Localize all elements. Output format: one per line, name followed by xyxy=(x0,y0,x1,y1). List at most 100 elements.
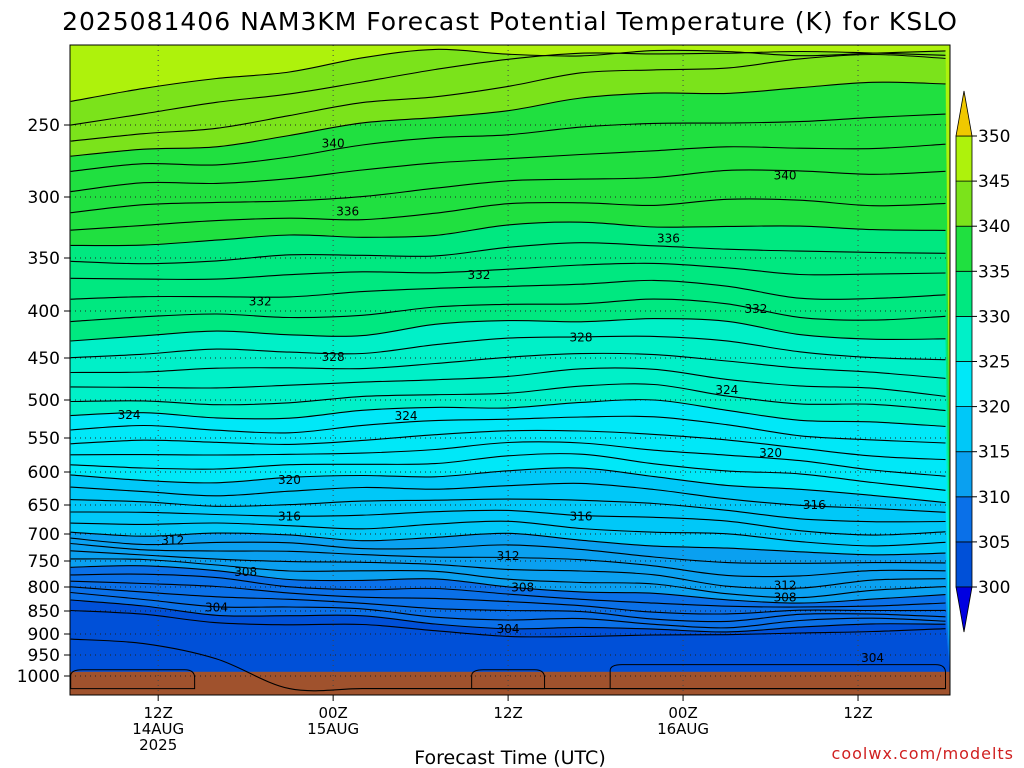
x-tick-label-0-line1: 12Z xyxy=(143,704,172,722)
contour-label-14: 316 xyxy=(278,510,301,524)
y-tick-label-600: 600 xyxy=(28,463,60,483)
colorbar-box-305 xyxy=(955,496,973,543)
contour-line-335 xyxy=(70,221,946,247)
contour-line-333 xyxy=(70,262,946,280)
contour-label-3: 340 xyxy=(774,168,797,182)
colorbar-label-330: 330 xyxy=(978,307,1010,327)
contour-label-10: 324 xyxy=(395,409,418,423)
contour-label-24: 304 xyxy=(497,622,520,636)
contour-label-11: 324 xyxy=(715,383,738,397)
y-tick-label-850: 850 xyxy=(28,602,60,622)
plot-frame xyxy=(69,44,951,696)
x-tick-label-3-line2: 16AUG xyxy=(657,720,709,738)
contour-label-20: 308 xyxy=(234,565,257,579)
contour-line-322 xyxy=(70,441,946,477)
contour-line-341 xyxy=(70,53,946,142)
x-tick-label-0-line2: 14AUG xyxy=(132,720,184,738)
contour-line-326 xyxy=(70,383,946,412)
low-pocket-line-0 xyxy=(70,669,196,690)
contour-line-337 xyxy=(70,169,946,214)
contour-labels: 340 336 336 340 332 332 332 328 328 324 324 324 320 3… xyxy=(118,137,884,665)
colorbar-box-335 xyxy=(955,225,973,272)
y-tick-label-400: 400 xyxy=(28,302,60,322)
contour-label-2: 336 xyxy=(657,231,680,245)
ground-fill xyxy=(70,671,950,695)
contour-label-9: 324 xyxy=(118,408,141,422)
contour-label-8: 328 xyxy=(570,330,593,344)
y-tick-label-1000: 1000 xyxy=(17,667,60,687)
contour-line-314 xyxy=(70,537,946,564)
contour-line-306 xyxy=(70,591,946,629)
contour-line-312 xyxy=(70,550,946,590)
contour-line-307 xyxy=(70,586,946,623)
contour-line-339 xyxy=(70,113,946,172)
colorbar: 300 305 310 315 320 325 330 335 340 345 350 xyxy=(955,90,1010,633)
colorbar-low-arrow xyxy=(955,586,973,633)
x-tick-label-1-line2: 15AUG xyxy=(307,720,359,738)
contour-label-25: 304 xyxy=(861,651,884,665)
x-tick-label-4-line1: 12Z xyxy=(843,704,872,722)
y-tick-label-800: 800 xyxy=(28,578,60,598)
contour-line-323 xyxy=(70,429,946,461)
contour-line-315 xyxy=(70,531,946,556)
contour-label-12: 320 xyxy=(278,473,301,487)
colorbar-box-300 xyxy=(955,541,973,588)
contour-line-311 xyxy=(70,558,946,599)
x-tick-label-3-line1: 00Z xyxy=(668,704,697,722)
colorbar-label-335: 335 xyxy=(978,262,1010,282)
contour-line-313 xyxy=(70,542,946,578)
y-tick-label-950: 950 xyxy=(28,646,60,666)
contour-line-327 xyxy=(70,367,946,397)
low-pocket-line-2 xyxy=(609,664,946,690)
contour-label-7: 328 xyxy=(322,350,345,364)
colorbar-label-325: 325 xyxy=(978,353,1010,373)
contour-label-15: 316 xyxy=(570,510,593,524)
contour-line-343 xyxy=(70,50,946,126)
colorbar-box-340 xyxy=(955,180,973,227)
contour-line-303 xyxy=(70,638,946,692)
contour-label-4: 332 xyxy=(249,294,272,308)
colorbar-high-arrow xyxy=(955,90,973,137)
colorbar-box-320 xyxy=(955,361,973,407)
colorbar-label-315: 315 xyxy=(978,443,1010,463)
contour-label-1: 336 xyxy=(336,205,359,219)
colorbar-box-310 xyxy=(955,451,973,498)
colorbar-label-350: 350 xyxy=(978,127,1010,147)
contour-line-329 xyxy=(70,335,946,361)
contour-label-23: 304 xyxy=(205,601,228,615)
contour-label-5: 332 xyxy=(467,268,490,282)
contour-lines xyxy=(70,48,946,692)
contour-line-318 xyxy=(70,498,946,523)
y-tick-label-750: 750 xyxy=(28,552,60,572)
x-tick-label-2-line1: 12Z xyxy=(493,704,522,722)
contour-line-332 xyxy=(70,279,946,300)
y-tick-label-350: 350 xyxy=(28,249,60,269)
contour-line-310 xyxy=(70,565,946,604)
colorbar-label-300: 300 xyxy=(978,578,1010,598)
contour-line-309 xyxy=(70,573,946,608)
contour-line-328 xyxy=(70,352,946,379)
contour-line-338 xyxy=(70,143,946,193)
colorbar-label-340: 340 xyxy=(978,217,1010,237)
contour-line-308 xyxy=(70,580,946,615)
y-tick-label-650: 650 xyxy=(28,496,60,516)
contour-line-345 xyxy=(70,48,946,102)
contour-label-18: 312 xyxy=(497,549,520,563)
contour-line-334 xyxy=(70,242,946,265)
contour-label-22: 308 xyxy=(774,591,797,605)
colorbar-label-310: 310 xyxy=(978,488,1010,508)
contour-line-317 xyxy=(70,509,946,536)
contour-line-331 xyxy=(70,298,946,323)
contour-line-316 xyxy=(70,520,946,547)
y-tick-label-250: 250 xyxy=(28,116,60,136)
contour-line-340 xyxy=(70,81,946,157)
colorbar-box-330 xyxy=(955,270,973,317)
contour-label-17: 312 xyxy=(161,533,184,547)
y-tick-label-700: 700 xyxy=(28,525,60,545)
x-axis-label: Forecast Time (UTC) xyxy=(414,747,605,768)
contour-line-319 xyxy=(70,482,946,513)
contour-line-305 xyxy=(70,599,946,633)
contour-line-336 xyxy=(70,198,946,231)
